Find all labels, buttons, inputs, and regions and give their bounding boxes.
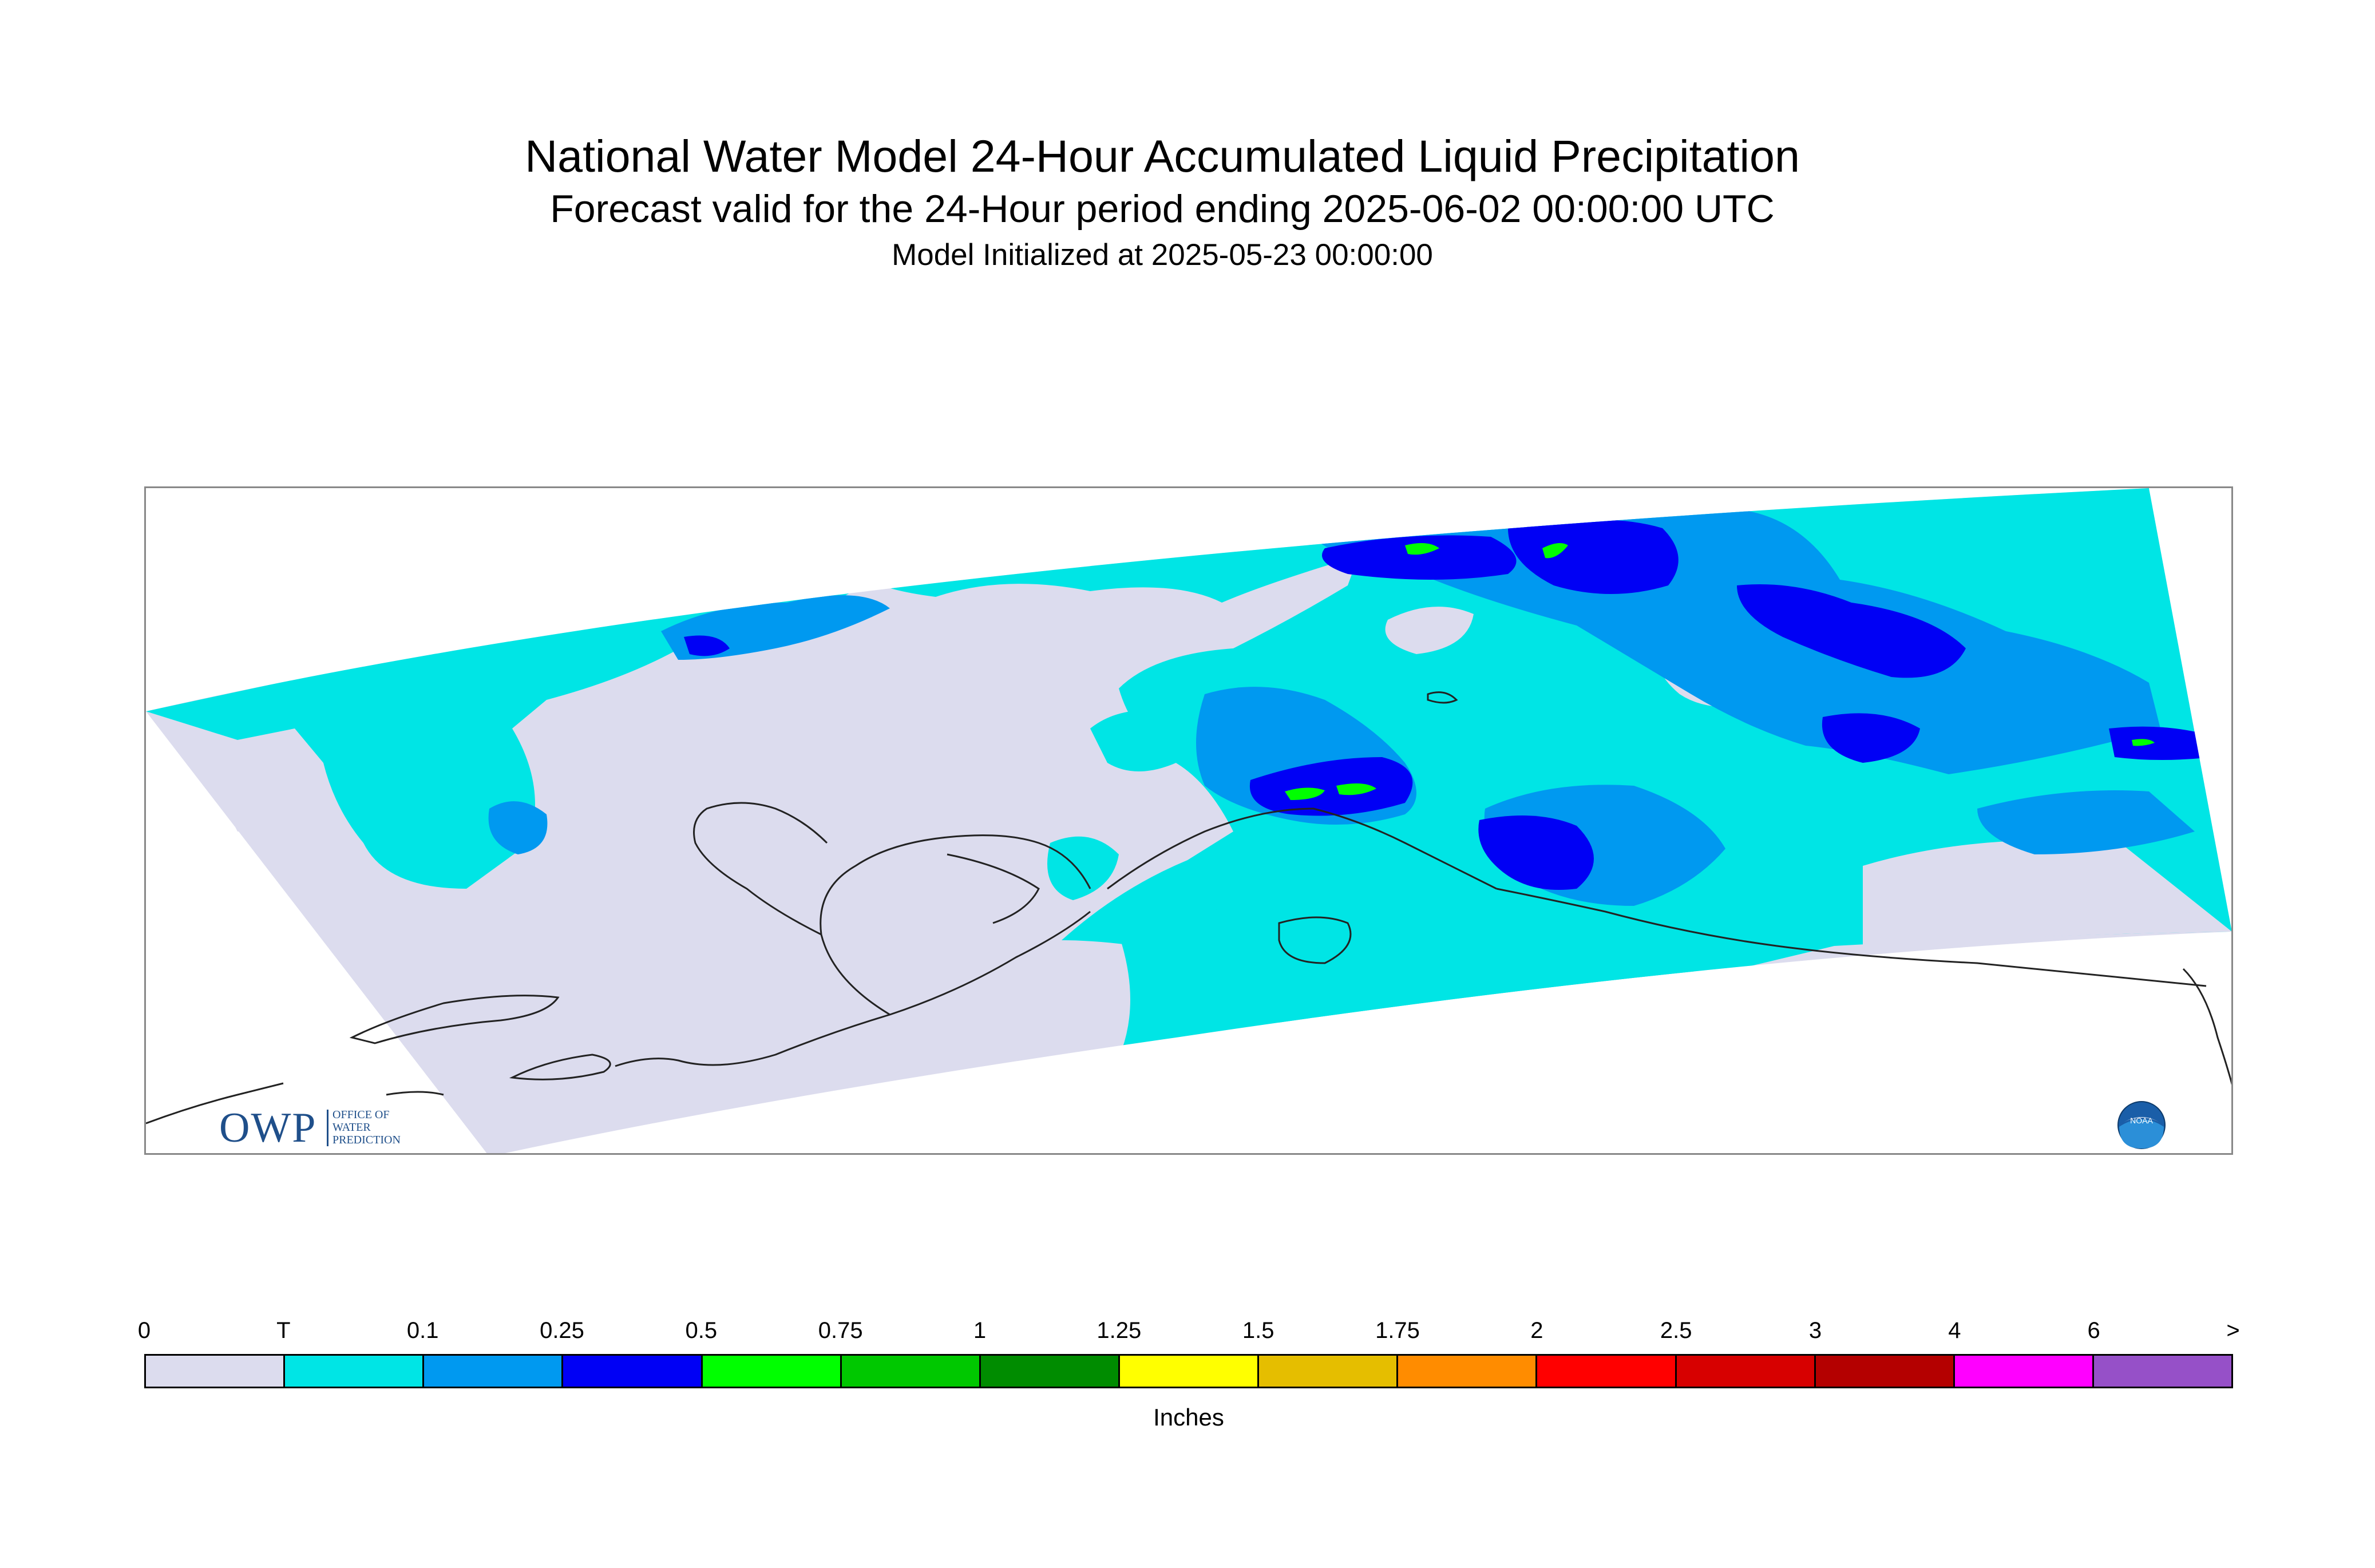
legend-label-2-5: 2.5: [1660, 1318, 1692, 1343]
legend-label-0-1: 0.1: [406, 1318, 439, 1343]
tenth-area-far-east: [1977, 790, 2195, 854]
legend-label-1-25: 1.25: [1097, 1318, 1142, 1343]
zero-hole-west-1: [215, 779, 295, 831]
legend-label-1-5: 1.5: [1242, 1318, 1274, 1343]
coastline-cook-inlet: [1107, 807, 1497, 890]
zero-hole-east-2: [1385, 607, 1474, 654]
legend-label-0-75: 0.75: [818, 1318, 863, 1343]
subtitle: Forecast valid for the 24-Hour period en…: [550, 187, 1775, 231]
quarter-area-east: [1822, 713, 1920, 763]
coastline-st-lawrence: [146, 1082, 284, 1124]
legend-swatch-12: [1815, 1356, 1955, 1387]
quarter-area-north-2: [1508, 520, 1679, 594]
legend-swatch-1: [285, 1356, 425, 1387]
owp-logo-line-3: PREDICTION: [332, 1134, 401, 1146]
owp-logo-divider: [327, 1110, 328, 1146]
coastlines: [146, 691, 2231, 1124]
legend-swatch-14: [2093, 1356, 2232, 1387]
legend-label-greater: >: [2226, 1318, 2240, 1343]
half-inch-spot-1: [1285, 787, 1325, 800]
owp-logo: OWP OFFICE OF WATER PREDICTION: [219, 1104, 437, 1153]
legend-units-label: Inches: [1153, 1404, 1224, 1431]
legend-swatch-5: [841, 1356, 981, 1387]
tenth-area-northeast: [1319, 511, 2160, 774]
coastline-bristol-bay: [820, 834, 1091, 1016]
legend-label-2: 2: [1530, 1318, 1543, 1343]
legend-swatch-8: [1259, 1356, 1399, 1387]
quarter-area-central: [1249, 757, 1413, 816]
half-inch-spot-5: [2132, 739, 2155, 746]
legend-label-4: 4: [1948, 1318, 1961, 1343]
model-initialized-label: Model Initialized at 2025-05-23 00:00:00: [892, 238, 1433, 272]
legend-swatch-0: [146, 1356, 286, 1387]
legend-label-1-75: 1.75: [1375, 1318, 1420, 1343]
coastline-gulf-of-alaska: [1496, 888, 2207, 987]
quarter-area-north-1: [1322, 535, 1517, 580]
legend: 0 T 0.1 0.25 0.5 0.75 1 1.25 1.5 1.75 2 …: [138, 1316, 2240, 1454]
quarter-area-northeast: [1737, 584, 1966, 678]
precipitation-map-graphic: [146, 488, 2231, 1153]
legend-swatch-13: [1954, 1356, 2094, 1387]
coastline-kodiak: [1278, 916, 1352, 964]
quarter-area-south: [1478, 815, 1594, 890]
coastline-bottom-left: [386, 1091, 444, 1096]
legend-swatch-7: [1119, 1356, 1260, 1387]
trace-area-northwest: [146, 583, 861, 889]
half-inch-spot-2: [1336, 783, 1376, 795]
zero-hole-east-3: [1863, 840, 2231, 946]
trace-area-central-patches: [1090, 710, 1185, 771]
coastline-north-lake: [1427, 691, 1458, 704]
trace-area-mid-west: [1047, 836, 1119, 900]
noaa-logo: NOAA: [2117, 1101, 2166, 1149]
legend-swatch-9: [1398, 1356, 1538, 1387]
coastline-alaska-peninsula: [615, 910, 1091, 1067]
title: National Water Model 24-Hour Accumulated…: [525, 130, 1800, 181]
legend-swatch-3: [563, 1356, 703, 1387]
coastline-western-islands: [509, 1054, 611, 1080]
legend-swatch-10: [1537, 1356, 1677, 1387]
noaa-logo-text: NOAA: [2130, 1116, 2153, 1125]
half-inch-spot-4: [1542, 543, 1568, 559]
legend-label-trace: T: [276, 1318, 291, 1343]
legend-label-0: 0: [137, 1318, 151, 1343]
tenth-area-west: [488, 801, 548, 854]
legend-swatch-2: [424, 1356, 564, 1387]
legend-label-3: 3: [1808, 1318, 1822, 1343]
coastline-nunivak: [349, 995, 560, 1044]
coastline-mid-bay: [947, 853, 1040, 924]
owp-logo-line-1: OFFICE OF: [332, 1108, 390, 1121]
legend-color-bar: [144, 1354, 2233, 1388]
legend-label-1: 1: [973, 1318, 987, 1343]
legend-swatch-11: [1676, 1356, 1816, 1387]
legend-label-0-25: 0.25: [540, 1318, 584, 1343]
owp-logo-line-2: WATER: [332, 1121, 371, 1134]
legend-label-6: 6: [2087, 1318, 2100, 1343]
precipitation-map: OWP OFFICE OF WATER PREDICTION NOAA: [144, 486, 2233, 1155]
half-inch-spot-3: [1405, 543, 1439, 555]
coastline-right-edge: [2182, 968, 2231, 1086]
coastline-kuskokwim: [693, 802, 828, 936]
quarter-area-north-west: [684, 635, 730, 656]
legend-label-0-5: 0.5: [685, 1318, 718, 1343]
legend-swatch-6: [980, 1356, 1120, 1387]
quarter-area-far-east: [2109, 726, 2212, 760]
legend-swatch-4: [702, 1356, 842, 1387]
legend-labels: 0 T 0.1 0.25 0.5 0.75 1 1.25 1.5 1.75 2 …: [138, 1316, 2240, 1351]
owp-logo-letters: OWP: [219, 1104, 317, 1151]
